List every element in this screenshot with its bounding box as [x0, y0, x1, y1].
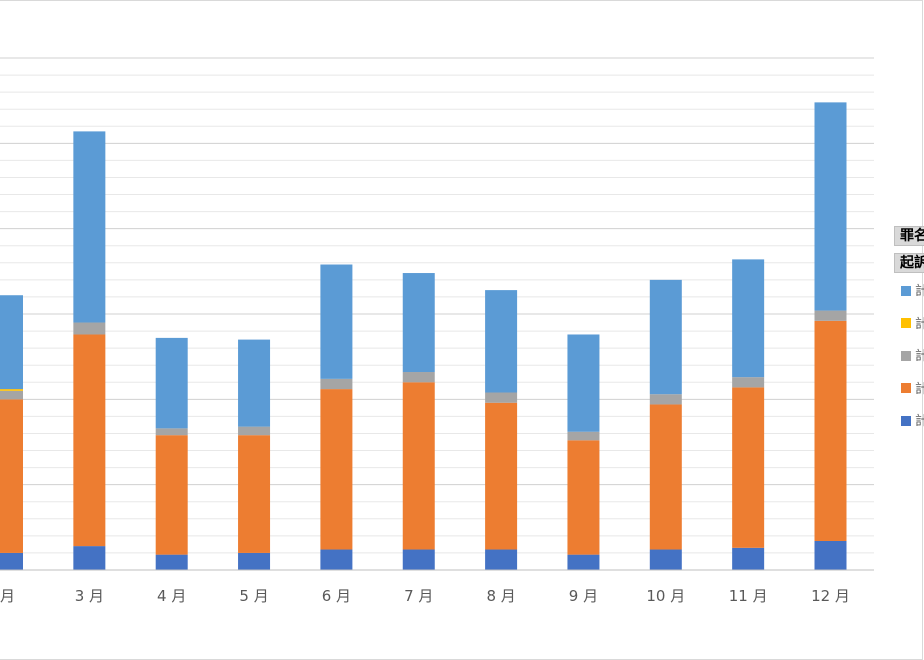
bar-segment-1-4[interactable]	[320, 389, 353, 550]
bar-segment-2-9[interactable]	[732, 377, 765, 388]
x-tick-label: 5 月	[239, 587, 268, 605]
bar-segment-2-7[interactable]	[567, 431, 600, 441]
legend-swatch	[901, 383, 911, 393]
x-tick-labels: 月 3 月 4 月 5 月 6 月 7 月 8 月 9 月 10 月 11 月 12 月	[0, 587, 850, 605]
legend-item[interactable]: 計	[901, 283, 924, 301]
bar-segment-4-5[interactable]	[402, 273, 435, 373]
bar-segment-4-9[interactable]	[732, 259, 765, 378]
x-tick-label: 8 月	[486, 587, 515, 605]
bar-segment-2-2[interactable]	[155, 428, 188, 436]
bar-segment-2-1[interactable]	[73, 322, 106, 335]
x-tick-label: 10 月	[646, 587, 685, 605]
x-tick-label: 月	[0, 587, 15, 605]
legend-header-prosecution[interactable]: 起訴	[894, 253, 924, 273]
bar-segment-1-1[interactable]	[73, 334, 106, 547]
bar-segment-4-7[interactable]	[567, 334, 600, 432]
bar-segment-2-8[interactable]	[649, 394, 682, 405]
legend-header-crime-name[interactable]: 罪名	[894, 226, 924, 246]
legend-swatch	[901, 415, 911, 426]
bar-segment-2-4[interactable]	[320, 378, 353, 390]
bar-segment-4-2[interactable]	[155, 337, 188, 429]
x-tick-label: 12 月	[811, 587, 850, 605]
x-tick-label: 9 月	[569, 587, 598, 605]
x-tick-label: 7 月	[404, 587, 433, 605]
bars	[0, 102, 847, 570]
bar-segment-4-4[interactable]	[320, 264, 353, 379]
bar-segment-0-3[interactable]	[238, 552, 271, 570]
bar-segment-2-5[interactable]	[402, 372, 435, 383]
bar-segment-4-3[interactable]	[238, 339, 271, 427]
bar-segment-0-1[interactable]	[73, 546, 106, 570]
bar-segment-1-8[interactable]	[649, 404, 682, 550]
bar-segment-0-6[interactable]	[485, 549, 518, 570]
legend-label: 計	[915, 349, 924, 364]
bar-segment-4-1[interactable]	[73, 131, 106, 323]
bar-segment-1-10[interactable]	[814, 320, 847, 541]
bar-segment-1-9[interactable]	[732, 387, 765, 548]
bar-segment-0-10[interactable]	[814, 540, 847, 570]
legend-label: 計	[915, 414, 924, 429]
legend-item[interactable]: 計	[901, 348, 924, 366]
legend-swatch	[901, 318, 911, 328]
bar-segment-1-5[interactable]	[402, 382, 435, 550]
bar-segment-0-4[interactable]	[320, 549, 353, 570]
x-tick-label: 11 月	[729, 587, 768, 605]
legend-item[interactable]: 計	[901, 413, 924, 431]
bar-segment-4-6[interactable]	[485, 290, 518, 393]
bar-segment-2-0[interactable]	[0, 390, 23, 400]
bar-segment-2-6[interactable]	[485, 392, 518, 403]
legend-label: 計	[915, 316, 924, 332]
bar-segment-3-0[interactable]	[0, 389, 23, 391]
bar-segment-0-2[interactable]	[155, 554, 188, 570]
bar-segment-1-3[interactable]	[238, 435, 271, 553]
bar-segment-0-7[interactable]	[567, 554, 600, 570]
bar-segment-2-3[interactable]	[238, 426, 271, 436]
gridlines	[0, 57, 874, 554]
bar-segment-2-10[interactable]	[814, 310, 847, 321]
bar-segment-0-9[interactable]	[732, 547, 765, 570]
legend-item[interactable]: 計	[901, 381, 924, 399]
bar-segment-1-7[interactable]	[567, 440, 600, 555]
bar-segment-0-8[interactable]	[649, 549, 682, 570]
bar-segment-1-2[interactable]	[155, 435, 188, 555]
x-tick-label: 4 月	[157, 587, 186, 605]
legend-swatch	[901, 285, 911, 296]
bar-segment-0-5[interactable]	[402, 549, 435, 570]
x-tick-label: 3 月	[75, 587, 104, 605]
legend-label: 計	[915, 381, 924, 397]
bar-segment-1-6[interactable]	[485, 402, 518, 550]
bar-segment-4-10[interactable]	[814, 102, 847, 311]
bar-segment-0-0[interactable]	[0, 552, 23, 570]
x-tick-label: 6 月	[322, 587, 351, 605]
bar-segment-4-0[interactable]	[0, 295, 23, 390]
legend-swatch	[901, 350, 911, 361]
legend-label: 計	[915, 284, 924, 299]
legend-item[interactable]: 計	[901, 316, 924, 334]
bar-segment-4-8[interactable]	[649, 279, 682, 395]
bar-segment-1-0[interactable]	[0, 399, 23, 553]
